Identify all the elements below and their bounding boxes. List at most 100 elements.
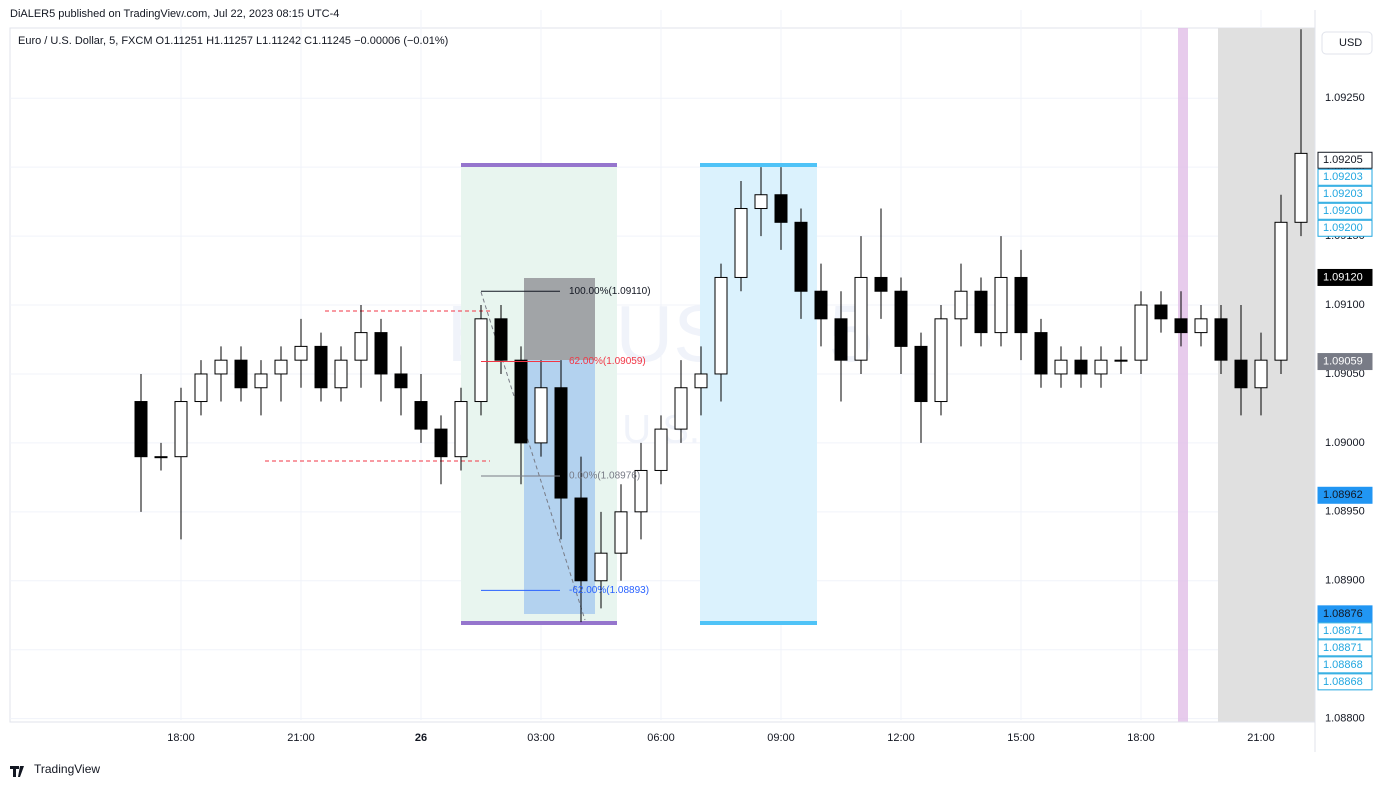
candle-body xyxy=(914,345,928,403)
price-badge-label: 1.08868 xyxy=(1323,659,1363,671)
price-badge-label: 1.09059 xyxy=(1323,355,1363,367)
candle-body xyxy=(1114,359,1128,362)
candle-body xyxy=(1034,332,1048,375)
price-badge xyxy=(1317,268,1373,286)
y-tick-label: 1.08900 xyxy=(1325,575,1365,587)
candle-body xyxy=(294,345,308,361)
x-tick-label: 09:00 xyxy=(767,732,795,744)
candle-body xyxy=(654,428,668,471)
candle-body xyxy=(814,290,828,320)
candle-body xyxy=(174,401,188,458)
candle-body xyxy=(834,318,848,361)
candle-body xyxy=(714,276,728,375)
x-tick-label: 12:00 xyxy=(887,732,915,744)
x-tick-label: 18:00 xyxy=(1127,732,1155,744)
session-band xyxy=(1178,28,1188,722)
candle-body xyxy=(1294,152,1308,223)
price-badge xyxy=(1317,151,1373,169)
candle-body xyxy=(434,428,448,458)
candle-body xyxy=(494,318,508,361)
candle-body xyxy=(474,318,488,403)
overlay: 100.00%(1.09110) 62.00%(1.09059) 0.00%(1.0… xyxy=(481,286,651,596)
candle-body xyxy=(1134,304,1148,361)
candle-body xyxy=(514,359,528,444)
price-badge xyxy=(1317,185,1373,203)
candle-body xyxy=(154,456,168,459)
candle-body xyxy=(194,373,208,403)
currency-button[interactable] xyxy=(1321,31,1373,55)
currency-label: USD xyxy=(1339,37,1362,49)
x-tick-label: 21:00 xyxy=(287,732,315,744)
price-badge xyxy=(1317,168,1373,186)
candle-body xyxy=(894,290,908,347)
candle-body xyxy=(674,387,688,430)
fib-label: 0.00%(1.08976) xyxy=(569,471,640,482)
x-tick-label: 06:00 xyxy=(647,732,675,744)
price-badge xyxy=(1317,622,1373,640)
candle-body xyxy=(734,208,748,278)
x-tick-label: 15:00 xyxy=(1007,732,1035,744)
candle-body xyxy=(214,359,228,375)
candle-body xyxy=(274,359,288,375)
y-tick-label: 1.09250 xyxy=(1325,92,1365,104)
published-note: DiALER5 published on TradingView.com, Ju… xyxy=(10,8,340,20)
candle-body xyxy=(574,497,588,582)
price-badge xyxy=(1317,486,1373,504)
y-tick-label: 1.09100 xyxy=(1325,299,1365,311)
candle-body xyxy=(534,387,548,444)
candle-body xyxy=(794,221,808,292)
candle-body xyxy=(1274,221,1288,361)
candles xyxy=(134,29,1308,623)
candle-body xyxy=(1214,318,1228,361)
candle-body xyxy=(1174,318,1188,334)
fib-label: 100.00%(1.09110) xyxy=(569,286,651,297)
candle-body xyxy=(354,332,368,361)
candle-body xyxy=(254,373,268,389)
price-badge xyxy=(1317,673,1373,691)
candle-body xyxy=(874,276,888,292)
candle-body xyxy=(1254,359,1268,389)
price-badge xyxy=(1317,656,1373,674)
candle-body xyxy=(1094,359,1108,375)
candle-body xyxy=(1054,359,1068,375)
price-badge-label: 1.09203 xyxy=(1323,188,1363,200)
candle-body xyxy=(334,359,348,389)
price-badge xyxy=(1317,639,1373,657)
y-tick-label: 1.08950 xyxy=(1325,506,1365,518)
candle-body xyxy=(394,373,408,389)
candle-body xyxy=(954,290,968,320)
candle-body xyxy=(1194,318,1208,334)
price-badge-label: 1.08868 xyxy=(1323,676,1363,688)
candle-body xyxy=(974,290,988,334)
logo xyxy=(10,766,24,777)
y-tick-label: 1.09050 xyxy=(1325,368,1365,380)
candle-body xyxy=(774,194,788,223)
x-tick-label: 18:00 xyxy=(167,732,195,744)
candle-body xyxy=(754,194,768,210)
x-tick-label: 21:00 xyxy=(1247,732,1275,744)
price-badge-label: 1.09120 xyxy=(1323,271,1363,283)
price-badge-label: 1.09200 xyxy=(1323,222,1363,234)
candle-body xyxy=(554,387,568,499)
candle-body xyxy=(854,276,868,361)
candle-body xyxy=(374,332,388,375)
candle-body xyxy=(1074,359,1088,375)
price-badge-label: 1.09205 xyxy=(1323,154,1363,166)
candle-body xyxy=(1014,276,1028,334)
candle-body xyxy=(994,276,1008,334)
price-badge-label: 1.08871 xyxy=(1323,642,1363,654)
x-tick-label: 03:00 xyxy=(527,732,555,744)
candle-body xyxy=(1154,304,1168,320)
price-badge xyxy=(1317,202,1373,220)
candle-body xyxy=(234,359,248,389)
fib-label: 62.00%(1.09059) xyxy=(569,356,646,367)
candle-body xyxy=(934,318,948,403)
price-badge xyxy=(1317,219,1373,237)
candle-body xyxy=(454,401,468,458)
price-badge-label: 1.09200 xyxy=(1323,205,1363,217)
price-badge-label: 1.08871 xyxy=(1323,625,1363,637)
candle-body xyxy=(634,469,648,513)
footer-brand: TradingView xyxy=(34,762,100,776)
candle-body xyxy=(314,345,328,389)
